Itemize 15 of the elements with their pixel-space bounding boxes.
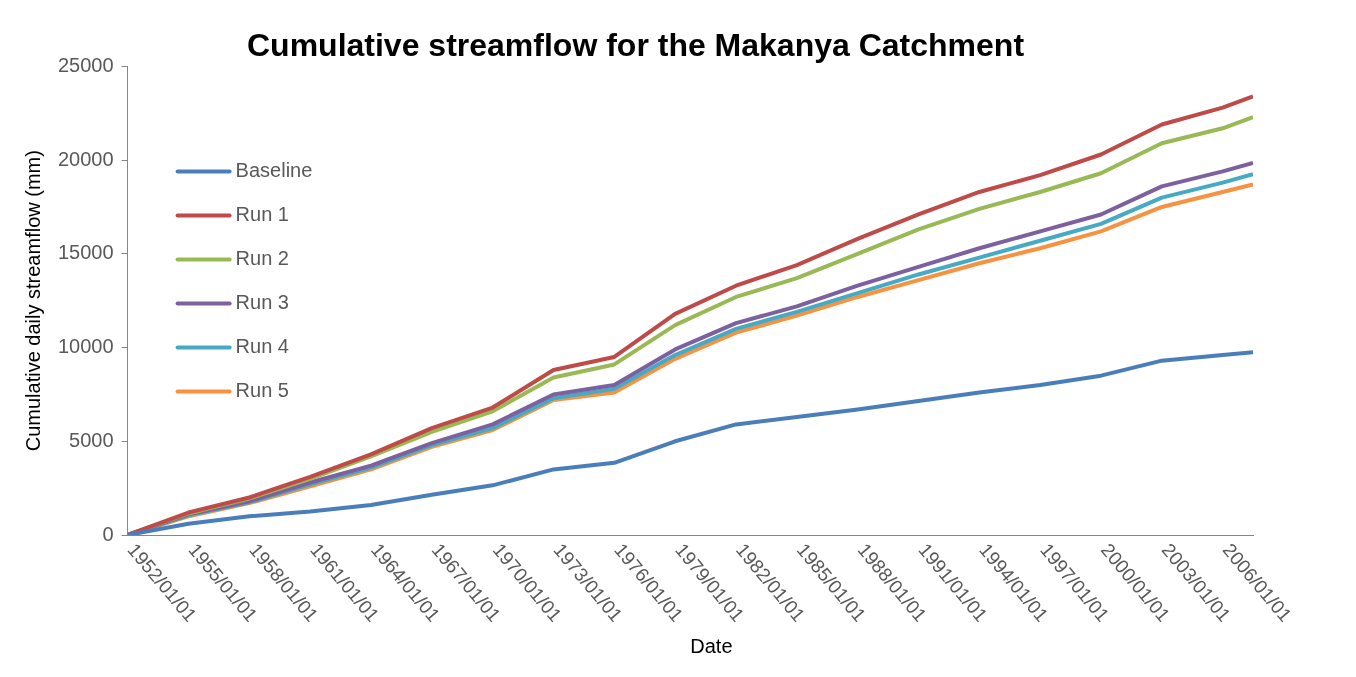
y-tick-label: 10000 <box>57 335 114 358</box>
legend-label: Run 3 <box>235 290 289 313</box>
legend-label: Run 5 <box>235 378 289 401</box>
y-tick-label: 25000 <box>57 53 114 76</box>
legend-label: Run 4 <box>235 334 289 357</box>
legend-label: Run 1 <box>235 202 289 225</box>
y-tick-label: 0 <box>102 522 114 545</box>
legend-label: Run 2 <box>235 246 289 269</box>
chart-title: Cumulative streamflow for the Makanya Catchment <box>246 27 1025 64</box>
y-tick-label: 15000 <box>57 241 114 264</box>
y-tick-label: 20000 <box>57 147 114 170</box>
legend-label: Baseline <box>235 158 313 181</box>
y-axis-title: Cumulative daily streamflow (mm) <box>21 150 44 452</box>
y-tick-label: 5000 <box>69 428 114 451</box>
x-axis-title: Date <box>690 634 733 657</box>
